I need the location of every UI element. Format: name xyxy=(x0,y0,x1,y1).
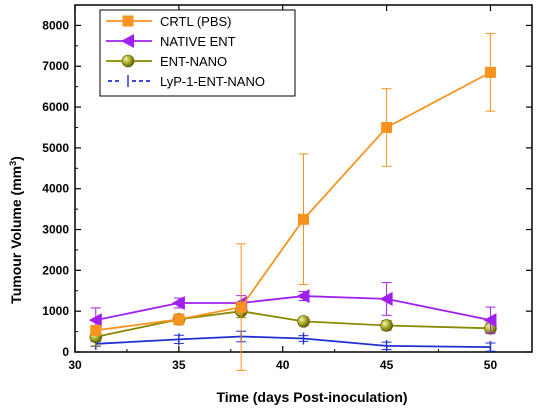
series-line xyxy=(95,71,491,332)
x-tick-label: 40 xyxy=(276,358,290,372)
data-point xyxy=(173,313,185,325)
x-tick-label: 35 xyxy=(172,358,186,372)
legend-label: ENT-NANO xyxy=(160,54,227,69)
legend-marker xyxy=(122,15,134,27)
y-axis-title-close: ) xyxy=(8,156,24,161)
plot-area: 30 35 40 45 50 0 1000 2000 3000 4000 5000 6000 7000 8… xyxy=(42,4,533,372)
data-point xyxy=(235,301,247,313)
data-point xyxy=(379,291,393,306)
series-lyp-1-ent-nano xyxy=(90,330,496,354)
series-crtl-pbs- xyxy=(90,33,496,371)
x-axis-title: Time (days Post-inoculation) xyxy=(216,389,407,405)
series-line xyxy=(95,295,491,322)
y-tick-label: 7000 xyxy=(42,59,69,73)
plot-frame xyxy=(74,4,533,353)
legend-marker xyxy=(121,34,134,48)
data-point xyxy=(483,313,497,328)
data-point xyxy=(88,313,102,328)
legend-item: CRTL (PBS) xyxy=(106,14,232,29)
x-tick-label: 50 xyxy=(484,358,498,372)
y-tick-label: 5000 xyxy=(42,141,69,155)
y-tick-label: 8000 xyxy=(42,18,69,32)
y-tick-label: 4000 xyxy=(42,182,69,196)
legend-marker xyxy=(121,54,135,68)
y-tick-label: 2000 xyxy=(42,263,69,277)
data-point xyxy=(298,213,309,225)
legend-item: LyP-1-ENT-NANO xyxy=(108,74,265,89)
y-axis-title-sup: 3 xyxy=(8,161,18,166)
data-point xyxy=(90,324,102,336)
legend-label: CRTL (PBS) xyxy=(160,14,232,29)
data-point xyxy=(380,319,393,332)
series-line xyxy=(95,335,491,349)
x-tick-label: 30 xyxy=(68,358,82,372)
series-line xyxy=(95,310,491,338)
y-axis-title: Tumour Volume (mm3) xyxy=(8,156,24,304)
data-point xyxy=(296,289,310,304)
legend-item: ENT-NANO xyxy=(106,54,227,69)
x-tick-label: 45 xyxy=(380,358,394,372)
data-point xyxy=(171,296,185,311)
legend-label: NATIVE ENT xyxy=(160,34,236,49)
data-point xyxy=(484,66,496,78)
y-tick-label: 1000 xyxy=(42,304,69,318)
data-point xyxy=(381,121,393,133)
y-tick-label: 3000 xyxy=(42,223,69,237)
series-native-ent xyxy=(88,282,497,334)
y-axis-title-main: Tumour Volume (mm xyxy=(8,166,24,304)
legend-label: LyP-1-ENT-NANO xyxy=(160,74,265,89)
data-point xyxy=(297,315,310,328)
y-tick-label: 0 xyxy=(62,345,69,359)
legend-item: NATIVE ENT xyxy=(106,34,236,49)
legend: CRTL (PBS) NATIVE ENT ENT-NANO LyP-1-ENT-NA… xyxy=(99,9,296,97)
y-tick-label: 6000 xyxy=(42,100,69,114)
series-ent-nano xyxy=(89,304,497,347)
